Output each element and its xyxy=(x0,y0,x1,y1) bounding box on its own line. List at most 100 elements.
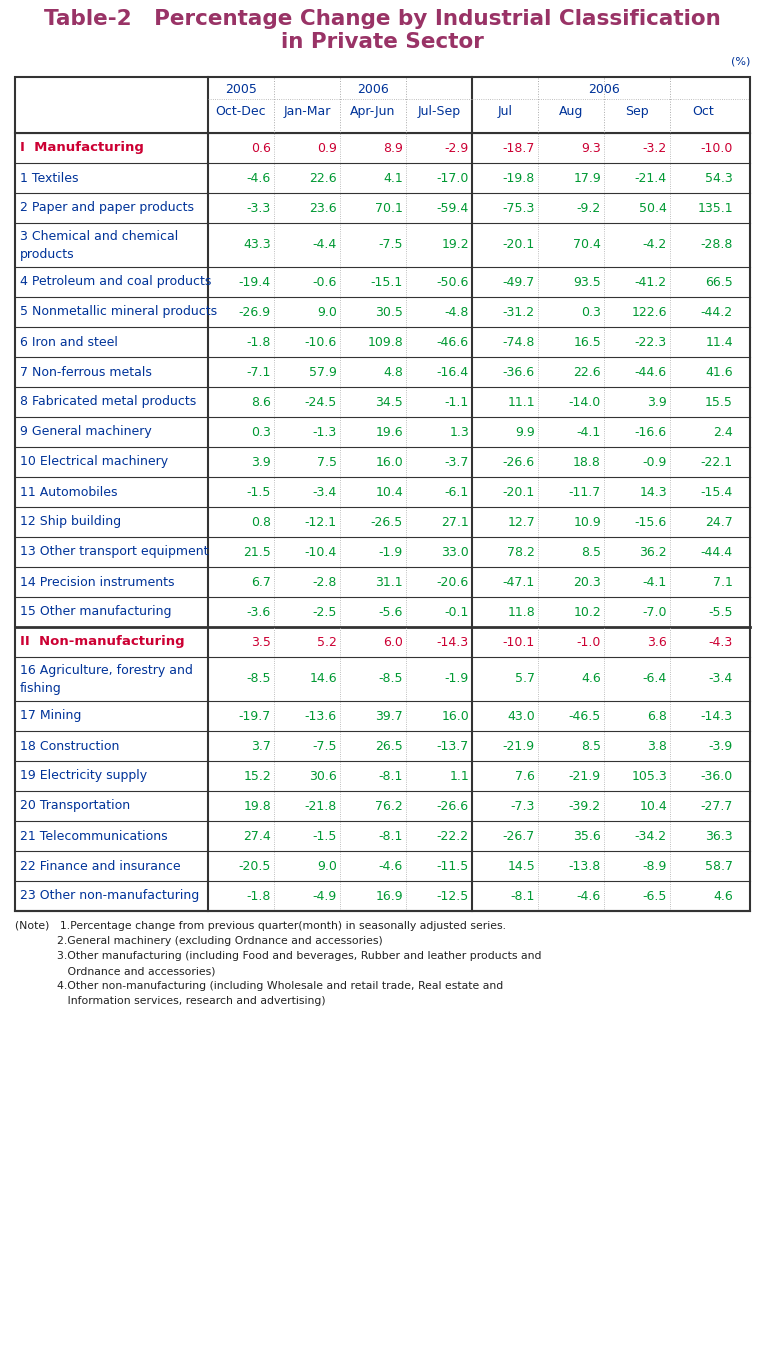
Text: 11 Automobiles: 11 Automobiles xyxy=(20,485,118,498)
Text: -13.6: -13.6 xyxy=(305,710,337,722)
Text: -4.6: -4.6 xyxy=(379,859,403,873)
Text: 2005: 2005 xyxy=(225,84,257,96)
Text: -2.9: -2.9 xyxy=(444,141,469,155)
Text: 10.4: 10.4 xyxy=(376,485,403,498)
Text: 10.9: 10.9 xyxy=(573,516,601,528)
Text: -27.7: -27.7 xyxy=(701,800,733,812)
Text: -12.5: -12.5 xyxy=(437,889,469,902)
Text: -4.9: -4.9 xyxy=(313,889,337,902)
Text: 2 Paper and paper products: 2 Paper and paper products xyxy=(20,202,194,214)
Text: -10.1: -10.1 xyxy=(503,636,535,648)
Text: 0.9: 0.9 xyxy=(317,141,337,155)
Text: -13.8: -13.8 xyxy=(568,859,601,873)
Text: -28.8: -28.8 xyxy=(701,238,733,252)
Text: in Private Sector: in Private Sector xyxy=(281,32,483,53)
Text: -11.5: -11.5 xyxy=(437,859,469,873)
Text: 16.9: 16.9 xyxy=(376,889,403,902)
Text: 12 Ship building: 12 Ship building xyxy=(20,516,121,528)
Text: -0.1: -0.1 xyxy=(444,606,469,618)
Text: -20.1: -20.1 xyxy=(503,485,535,498)
Text: 9.3: 9.3 xyxy=(581,141,601,155)
Text: 15.5: 15.5 xyxy=(705,396,733,408)
Text: -10.6: -10.6 xyxy=(304,335,337,349)
Text: 1 Textiles: 1 Textiles xyxy=(20,171,79,185)
Text: -10.0: -10.0 xyxy=(701,141,733,155)
Text: 4 Petroleum and coal products: 4 Petroleum and coal products xyxy=(20,276,211,288)
Text: -1.9: -1.9 xyxy=(379,546,403,559)
Text: -15.6: -15.6 xyxy=(635,516,667,528)
Text: -5.6: -5.6 xyxy=(379,606,403,618)
Text: 22.6: 22.6 xyxy=(309,171,337,185)
Text: -50.6: -50.6 xyxy=(437,276,469,288)
Text: -9.2: -9.2 xyxy=(577,202,601,214)
Text: 8.6: 8.6 xyxy=(251,396,271,408)
Text: 1.3: 1.3 xyxy=(449,426,469,439)
Text: Aug: Aug xyxy=(558,105,583,119)
Text: 27.4: 27.4 xyxy=(243,830,271,842)
Text: 43.3: 43.3 xyxy=(243,238,271,252)
Text: 14 Precision instruments: 14 Precision instruments xyxy=(20,575,174,589)
Text: 14.6: 14.6 xyxy=(309,672,337,686)
Text: 9.0: 9.0 xyxy=(317,859,337,873)
Text: -16.6: -16.6 xyxy=(635,426,667,439)
Text: -20.5: -20.5 xyxy=(239,859,271,873)
Text: -4.2: -4.2 xyxy=(643,238,667,252)
Text: 3.5: 3.5 xyxy=(251,636,271,648)
Text: 0.8: 0.8 xyxy=(251,516,271,528)
Text: 4.6: 4.6 xyxy=(713,889,733,902)
Text: 8.5: 8.5 xyxy=(581,546,601,559)
Text: 8.9: 8.9 xyxy=(383,141,403,155)
Text: 2.General machinery (excluding Ordnance and accessories): 2.General machinery (excluding Ordnance … xyxy=(15,936,382,946)
Text: 21 Telecommunications: 21 Telecommunications xyxy=(20,830,168,842)
Text: 54.3: 54.3 xyxy=(705,171,733,185)
Text: 10 Electrical machinery: 10 Electrical machinery xyxy=(20,455,168,469)
Text: -26.9: -26.9 xyxy=(239,306,271,318)
Text: -1.5: -1.5 xyxy=(313,830,337,842)
Text: Oct-Dec: Oct-Dec xyxy=(216,105,266,119)
Text: -4.8: -4.8 xyxy=(444,306,469,318)
Text: 11.4: 11.4 xyxy=(705,335,733,349)
Text: -26.5: -26.5 xyxy=(371,516,403,528)
Text: -41.2: -41.2 xyxy=(635,276,667,288)
Text: -3.9: -3.9 xyxy=(708,740,733,753)
Text: 58.7: 58.7 xyxy=(705,859,733,873)
Text: 35.6: 35.6 xyxy=(573,830,601,842)
Text: 20 Transportation: 20 Transportation xyxy=(20,800,130,812)
Text: 78.2: 78.2 xyxy=(507,546,535,559)
Text: 23.6: 23.6 xyxy=(309,202,337,214)
Text: -31.2: -31.2 xyxy=(503,306,535,318)
Text: -44.6: -44.6 xyxy=(635,365,667,379)
Text: -6.5: -6.5 xyxy=(643,889,667,902)
Text: -26.6: -26.6 xyxy=(503,455,535,469)
Text: -36.6: -36.6 xyxy=(503,365,535,379)
Text: -1.3: -1.3 xyxy=(313,426,337,439)
Text: 4.Other non-manufacturing (including Wholesale and retail trade, Real estate and: 4.Other non-manufacturing (including Who… xyxy=(15,981,503,991)
Text: -4.3: -4.3 xyxy=(708,636,733,648)
Text: -49.7: -49.7 xyxy=(503,276,535,288)
Text: II  Non-manufacturing: II Non-manufacturing xyxy=(20,636,184,648)
Text: 6.7: 6.7 xyxy=(251,575,271,589)
Text: I  Manufacturing: I Manufacturing xyxy=(20,141,144,155)
Text: -2.5: -2.5 xyxy=(313,606,337,618)
Text: -1.5: -1.5 xyxy=(246,485,271,498)
Text: 22 Finance and insurance: 22 Finance and insurance xyxy=(20,859,181,873)
Text: Jul-Sep: Jul-Sep xyxy=(418,105,461,119)
Text: Sep: Sep xyxy=(625,105,649,119)
Text: 76.2: 76.2 xyxy=(376,800,403,812)
Text: -18.7: -18.7 xyxy=(503,141,535,155)
Text: 34.5: 34.5 xyxy=(376,396,403,408)
Text: -59.4: -59.4 xyxy=(437,202,469,214)
Text: -26.7: -26.7 xyxy=(503,830,535,842)
Text: 16.0: 16.0 xyxy=(441,710,469,722)
Text: 105.3: 105.3 xyxy=(631,769,667,783)
Text: -2.8: -2.8 xyxy=(313,575,337,589)
Text: -22.2: -22.2 xyxy=(437,830,469,842)
Text: 1.1: 1.1 xyxy=(449,769,469,783)
Text: -0.6: -0.6 xyxy=(313,276,337,288)
Text: -46.5: -46.5 xyxy=(568,710,601,722)
Text: 3.Other manufacturing (including Food and beverages, Rubber and leather products: 3.Other manufacturing (including Food an… xyxy=(15,951,542,960)
Text: 36.3: 36.3 xyxy=(705,830,733,842)
Text: 20.3: 20.3 xyxy=(573,575,601,589)
Text: Apr-Jun: Apr-Jun xyxy=(350,105,396,119)
Text: -4.1: -4.1 xyxy=(643,575,667,589)
